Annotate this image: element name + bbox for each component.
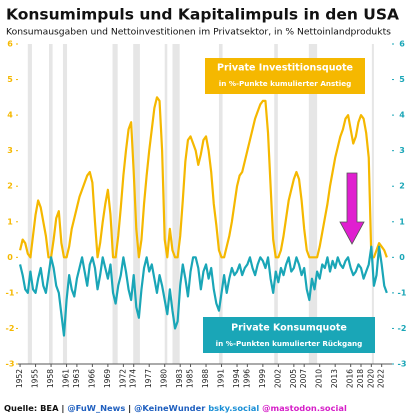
chart-subtitle: Konsumausgaben und Nettoinvestitionen im… bbox=[6, 27, 391, 38]
x-tick-label: 2022 bbox=[377, 369, 386, 388]
recession-band bbox=[112, 44, 118, 364]
x-tick-label: 1969 bbox=[103, 369, 112, 388]
recession-band bbox=[308, 44, 318, 364]
recession-band bbox=[62, 44, 68, 364]
y-tick-label: 4 bbox=[7, 111, 13, 120]
arrow bbox=[339, 172, 365, 245]
recession-band bbox=[218, 44, 223, 364]
y-tick-label: 3 bbox=[7, 146, 13, 155]
footer: Quelle: BEA | @FuW_News | @KeineWunder b… bbox=[4, 403, 347, 413]
x-tick-label: 1952 bbox=[15, 369, 24, 388]
x-tick-label: 2005 bbox=[289, 369, 298, 388]
x-tick-label: 2013 bbox=[330, 369, 339, 388]
footer-part: bsky.social bbox=[208, 403, 259, 413]
recession-band bbox=[48, 44, 53, 364]
x-tick-label: 1980 bbox=[160, 369, 169, 388]
annotation-text: in %-Punkten kumulierter Rückgang bbox=[216, 339, 363, 348]
y2-tick-label: 6 bbox=[399, 40, 405, 49]
footer-part: | bbox=[61, 403, 64, 413]
annotation-box bbox=[203, 317, 375, 353]
footer-part: Quelle: BEA bbox=[4, 403, 59, 413]
y-tick-label: -2 bbox=[6, 324, 15, 333]
x-tick-label: 1988 bbox=[201, 369, 210, 388]
y2-tick-label: 0 bbox=[399, 253, 405, 262]
x-tick-label: 2007 bbox=[299, 369, 308, 388]
y-tick-label: 5 bbox=[7, 75, 13, 84]
y-tick-label: -3 bbox=[6, 360, 15, 369]
series-line bbox=[19, 245, 388, 337]
annotation-title: Private Konsumquote bbox=[231, 323, 347, 334]
x-tick-label: 2016 bbox=[346, 369, 355, 388]
y-tick-label: 6 bbox=[7, 40, 13, 49]
y2-tick-label: 1 bbox=[399, 217, 405, 226]
x-tick-label: 1972 bbox=[118, 369, 127, 388]
x-tick-label: 1996 bbox=[242, 369, 251, 388]
x-tick-label: 2020 bbox=[366, 369, 375, 388]
x-tick-label: 1974 bbox=[129, 369, 138, 388]
chart-title: Konsumimpuls und Kapitalimpuls in den US… bbox=[6, 6, 399, 24]
x-tick-label: 1985 bbox=[186, 369, 195, 388]
x-tick-label: 1999 bbox=[258, 369, 267, 388]
footer-part: @mastodon.social bbox=[262, 403, 347, 413]
x-tick-label: 1991 bbox=[217, 369, 226, 388]
recession-band bbox=[172, 44, 180, 364]
x-tick-label: 2002 bbox=[273, 369, 282, 388]
y2-tick-label: -3 bbox=[398, 360, 407, 369]
x-tick-label: 1966 bbox=[87, 369, 96, 388]
recession-band bbox=[27, 44, 32, 364]
x-tick-label: 1983 bbox=[175, 369, 184, 388]
footer-part: | bbox=[128, 403, 131, 413]
recession-band bbox=[164, 44, 168, 364]
plot-area: -3 -2 -1 0 1 2 3 4 5 6 -3 -2 -1 0 1 2 3 4 5 6 1952 1955 1958 19… bbox=[6, 40, 407, 389]
y-tick-label: 1 bbox=[7, 217, 13, 226]
footer-part: @KeineWunder bbox=[134, 403, 206, 413]
y2-tick-label: -2 bbox=[398, 324, 407, 333]
series-line bbox=[19, 96, 388, 259]
x-tick-label: 1994 bbox=[232, 369, 241, 388]
y-tick-label: 2 bbox=[7, 182, 13, 191]
annotation-title: Private Investitionsquote bbox=[217, 63, 353, 74]
footer-part: @FuW_News bbox=[67, 403, 125, 413]
annotation-box bbox=[205, 58, 365, 94]
y-tick-label: 0 bbox=[7, 253, 13, 262]
recession-band bbox=[133, 44, 140, 364]
y2-tick-label: 3 bbox=[399, 146, 405, 155]
x-tick-label: 1963 bbox=[72, 369, 81, 388]
annotation-text: in %-Punkte kumulierter Anstieg bbox=[219, 79, 351, 88]
x-tick-label: 1961 bbox=[62, 369, 71, 388]
y2-tick-label: 2 bbox=[399, 182, 405, 191]
y2-tick-label: 4 bbox=[399, 111, 405, 120]
y-tick-label: -1 bbox=[6, 288, 15, 297]
x-tick-label: 1955 bbox=[31, 369, 40, 388]
x-tick-label: 1958 bbox=[46, 369, 55, 388]
x-tick-label: 2018 bbox=[356, 369, 365, 388]
recession-band bbox=[274, 44, 278, 364]
x-tick-label: 2010 bbox=[315, 369, 324, 388]
x-tick-label: 1977 bbox=[144, 369, 153, 388]
y2-tick-label: 5 bbox=[399, 75, 405, 84]
recession-band bbox=[371, 44, 374, 364]
y2-tick-label: -1 bbox=[398, 288, 407, 297]
